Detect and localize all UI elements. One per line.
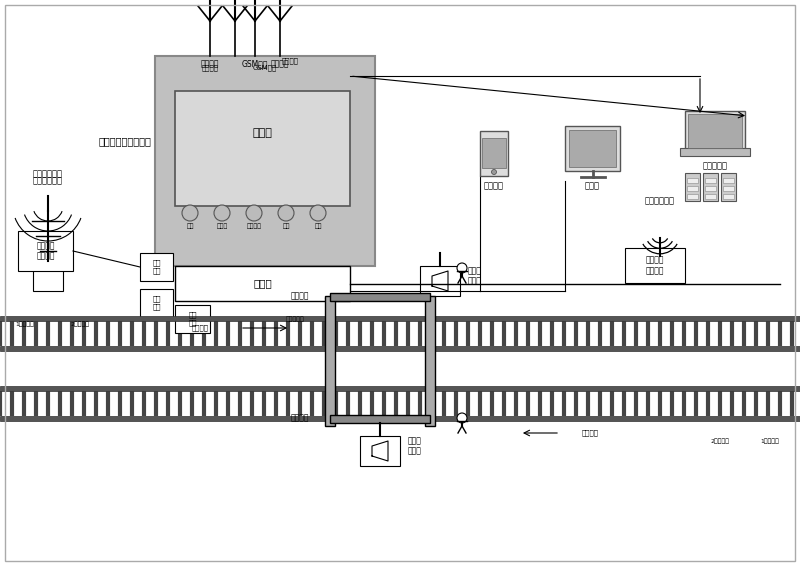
Circle shape xyxy=(278,205,294,221)
Text: 无线天线: 无线天线 xyxy=(270,59,290,68)
Text: 道口预
警设备: 道口预 警设备 xyxy=(408,436,422,456)
Text: 检测信号
处理电路: 检测信号 处理电路 xyxy=(646,256,664,275)
Text: 2号传感器: 2号传感器 xyxy=(710,438,730,444)
FancyBboxPatch shape xyxy=(175,91,350,206)
Circle shape xyxy=(491,169,497,174)
Text: 無線通信傳輸: 無線通信傳輸 xyxy=(33,169,63,178)
FancyBboxPatch shape xyxy=(705,186,716,191)
FancyBboxPatch shape xyxy=(140,253,173,281)
FancyBboxPatch shape xyxy=(723,194,734,199)
Text: 接線盒: 接線盒 xyxy=(253,278,272,289)
Text: 交接班: 交接班 xyxy=(216,223,228,229)
Text: 到达传感器: 到达传感器 xyxy=(286,316,304,322)
Text: 无线天线: 无线天线 xyxy=(282,58,298,65)
FancyBboxPatch shape xyxy=(723,186,734,191)
FancyBboxPatch shape xyxy=(140,289,173,317)
Text: 列调天线: 列调天线 xyxy=(201,59,219,68)
FancyBboxPatch shape xyxy=(480,131,508,176)
Text: 無線通信傳輸: 無線通信傳輸 xyxy=(33,177,63,186)
FancyBboxPatch shape xyxy=(687,178,698,183)
Text: 终端服务器: 终端服务器 xyxy=(702,161,727,170)
FancyBboxPatch shape xyxy=(569,130,616,167)
Text: 道口预
警设备: 道口预 警设备 xyxy=(468,266,482,286)
FancyBboxPatch shape xyxy=(330,293,430,301)
FancyBboxPatch shape xyxy=(0,346,800,351)
FancyBboxPatch shape xyxy=(425,296,435,426)
Text: 栏門
控制: 栏門 控制 xyxy=(152,296,161,310)
FancyBboxPatch shape xyxy=(565,126,620,171)
Text: 顯示器: 顯示器 xyxy=(253,128,273,139)
FancyBboxPatch shape xyxy=(0,416,800,421)
Text: 移动设备: 移动设备 xyxy=(484,182,504,191)
FancyBboxPatch shape xyxy=(723,178,734,183)
Text: GSM天线: GSM天线 xyxy=(242,59,268,68)
Circle shape xyxy=(457,263,467,273)
Text: 道口栏门: 道口栏门 xyxy=(290,291,310,301)
Text: 道口房作業監控主機: 道口房作業監控主機 xyxy=(98,136,151,146)
Text: 无线通信传输: 无线通信传输 xyxy=(645,196,675,205)
Text: 道口栏门: 道口栏门 xyxy=(290,414,310,422)
FancyBboxPatch shape xyxy=(687,194,698,199)
Text: 计算机: 计算机 xyxy=(585,182,599,191)
FancyBboxPatch shape xyxy=(420,266,460,296)
Text: 设备调节: 设备调节 xyxy=(246,223,262,229)
Text: 1号传感器: 1号传感器 xyxy=(761,438,779,444)
FancyBboxPatch shape xyxy=(688,114,742,148)
Text: 上行方向: 上行方向 xyxy=(582,430,598,436)
Circle shape xyxy=(182,205,198,221)
FancyBboxPatch shape xyxy=(687,186,698,191)
Text: 列調天線: 列調天線 xyxy=(202,65,218,71)
Circle shape xyxy=(246,205,262,221)
FancyBboxPatch shape xyxy=(625,248,685,283)
FancyBboxPatch shape xyxy=(325,296,335,426)
Circle shape xyxy=(457,413,467,423)
Text: 暂停: 暂停 xyxy=(282,223,290,229)
FancyBboxPatch shape xyxy=(482,138,506,168)
Text: 报警: 报警 xyxy=(186,223,194,229)
FancyBboxPatch shape xyxy=(175,305,210,333)
FancyBboxPatch shape xyxy=(721,173,736,201)
Circle shape xyxy=(310,205,326,221)
Text: 電務
設備: 電務 設備 xyxy=(152,260,161,274)
FancyBboxPatch shape xyxy=(0,316,800,321)
Text: 下行方向: 下行方向 xyxy=(191,325,209,331)
FancyBboxPatch shape xyxy=(330,415,430,423)
FancyBboxPatch shape xyxy=(18,231,73,271)
FancyBboxPatch shape xyxy=(705,194,716,199)
Text: 室外
在崗: 室外 在崗 xyxy=(188,312,197,326)
FancyBboxPatch shape xyxy=(703,173,718,201)
FancyBboxPatch shape xyxy=(33,261,63,291)
Text: 在岗: 在岗 xyxy=(314,223,322,229)
Text: 檢測信號
處理電路: 檢測信號 處理電路 xyxy=(36,241,54,261)
FancyBboxPatch shape xyxy=(360,436,400,466)
FancyBboxPatch shape xyxy=(175,266,350,301)
Text: GSM天線: GSM天線 xyxy=(253,65,277,71)
FancyBboxPatch shape xyxy=(155,56,375,266)
FancyBboxPatch shape xyxy=(685,173,700,201)
FancyBboxPatch shape xyxy=(705,178,716,183)
Text: 2号传感器: 2号传感器 xyxy=(70,321,90,327)
FancyBboxPatch shape xyxy=(685,111,745,151)
FancyBboxPatch shape xyxy=(0,386,800,391)
Text: 1号传感器: 1号传感器 xyxy=(15,321,34,327)
FancyBboxPatch shape xyxy=(680,148,750,156)
Circle shape xyxy=(214,205,230,221)
